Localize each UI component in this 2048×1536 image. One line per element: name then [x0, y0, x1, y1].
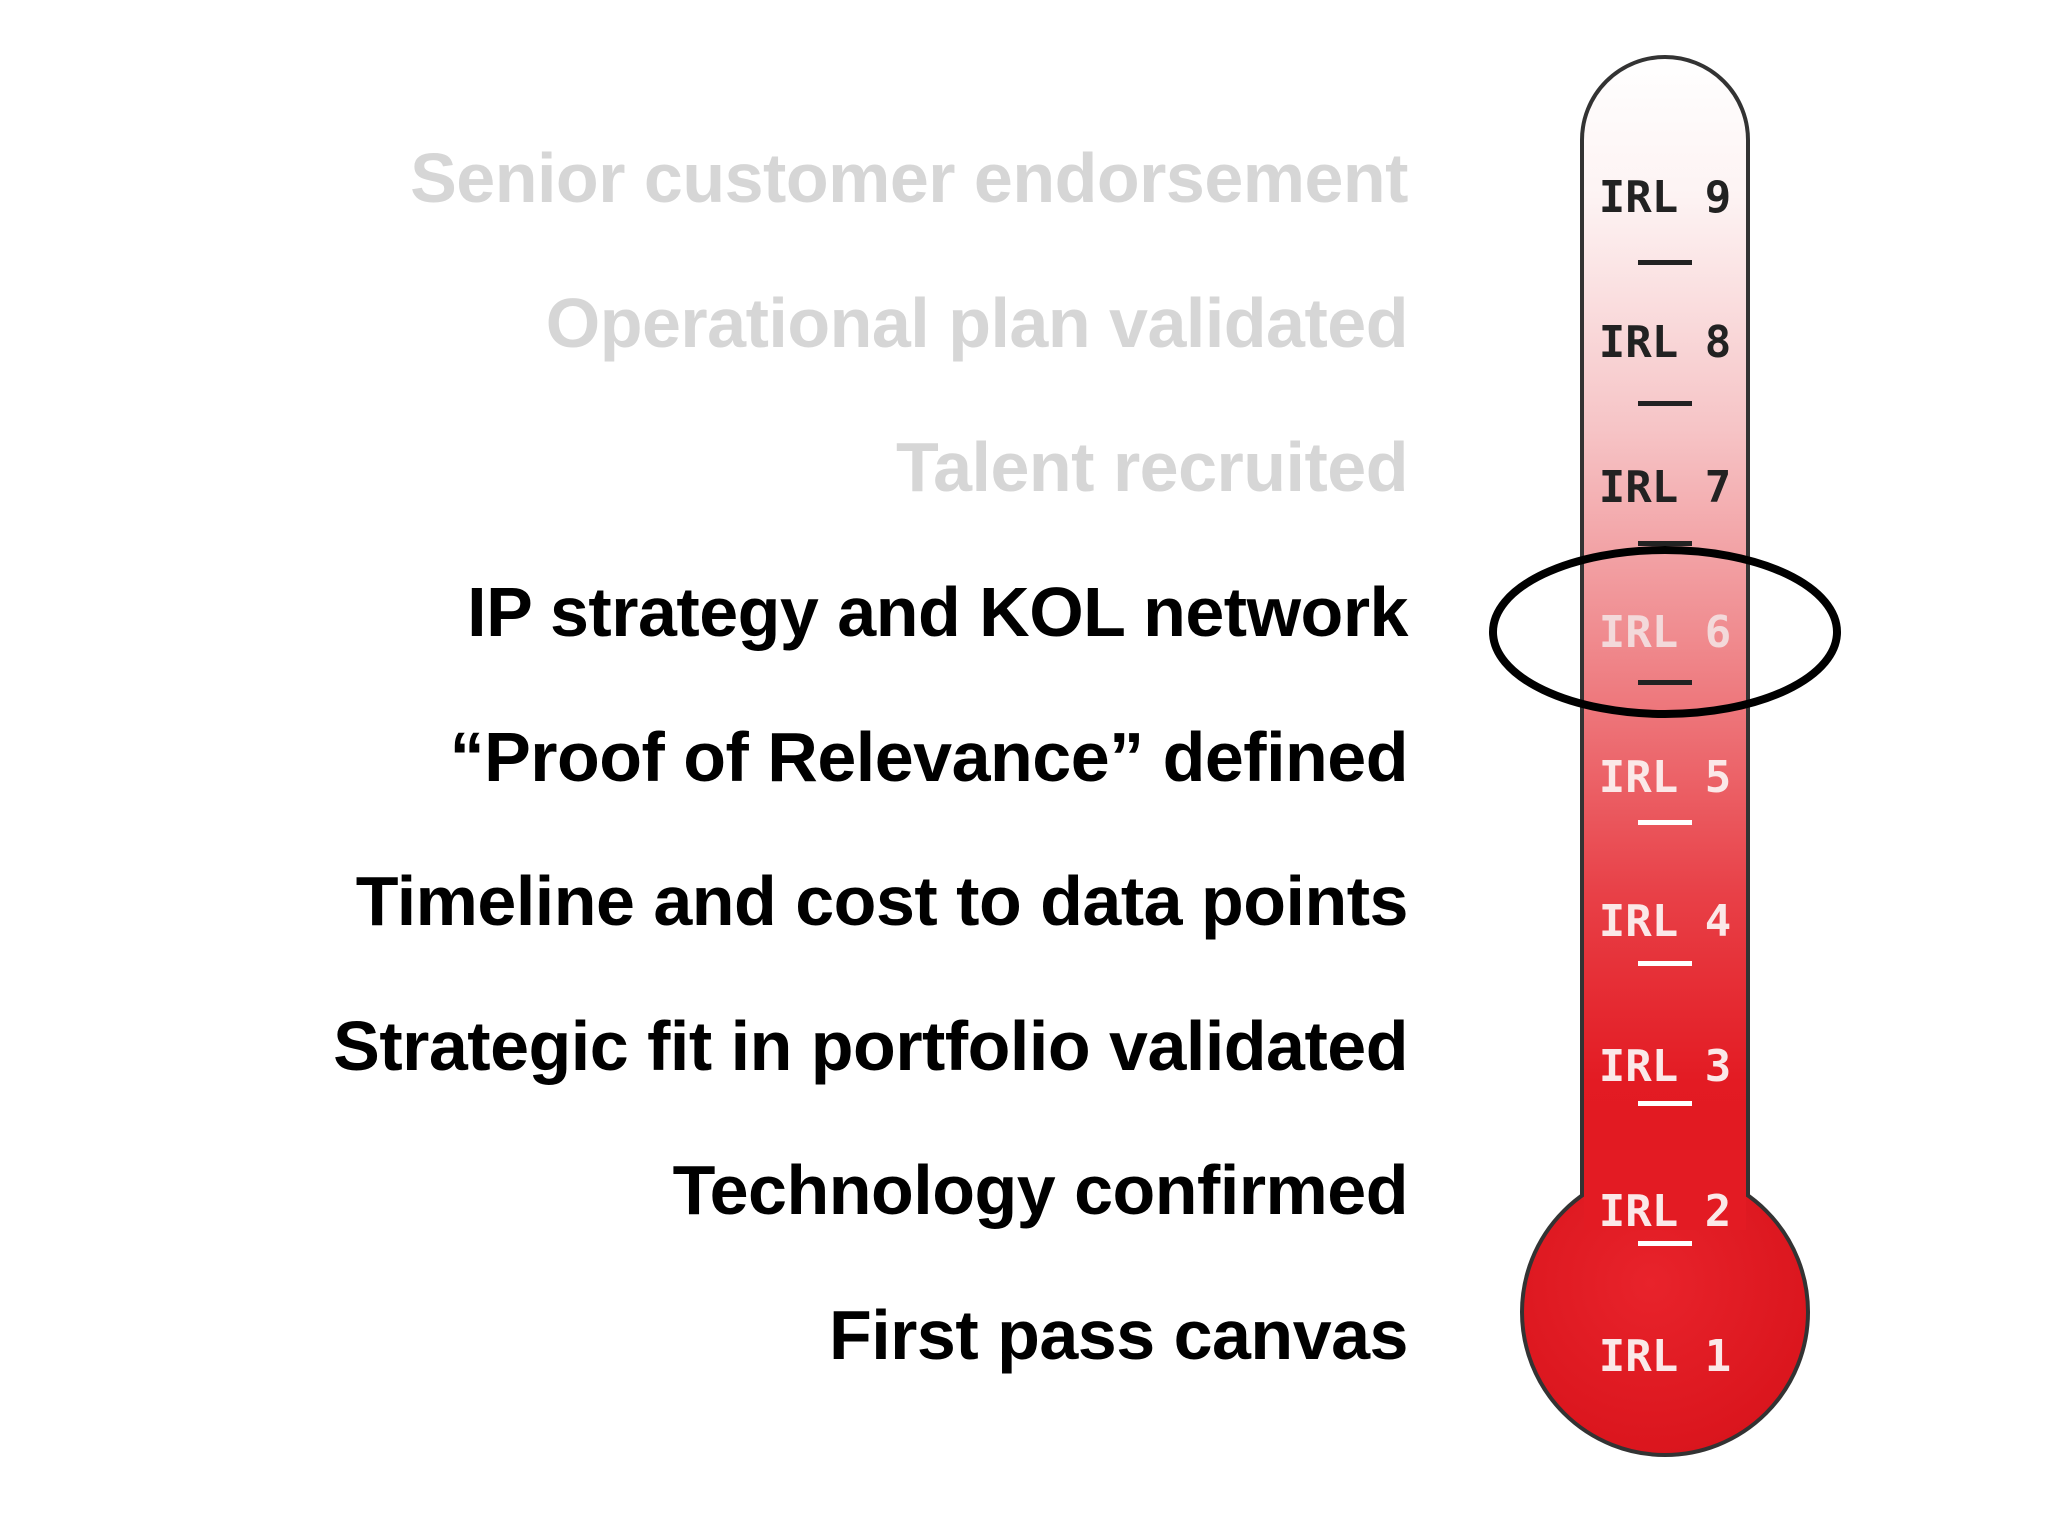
irl-4-label: IRL 4	[1599, 896, 1731, 947]
irl-2-label: IRL 2	[1599, 1186, 1731, 1237]
milestone-list: Senior customer endorsement Operational …	[333, 139, 1409, 1374]
irl-tick-4	[1638, 961, 1692, 966]
irl-tick-8	[1638, 401, 1692, 406]
milestone-strategic-fit: Strategic fit in portfolio validated	[333, 1007, 1408, 1085]
milestone-operational-plan-validated: Operational plan validated	[545, 284, 1409, 362]
irl-7-label: IRL 7	[1599, 462, 1731, 513]
milestone-technology-confirmed: Technology confirmed	[672, 1151, 1409, 1229]
milestone-ip-strategy-kol-network: IP strategy and KOL network	[467, 573, 1408, 651]
irl-tick-7	[1638, 541, 1692, 546]
irl-5-label: IRL 5	[1599, 752, 1731, 803]
milestone-talent-recruited: Talent recruited	[896, 428, 1408, 506]
milestone-proof-of-relevance: “Proof of Relevance” defined	[449, 718, 1409, 796]
irl-tick-6	[1638, 680, 1692, 685]
milestone-senior-customer-endorsement: Senior customer endorsement	[410, 139, 1408, 217]
irl-tick-3	[1638, 1101, 1692, 1106]
irl-6-label: IRL 6	[1599, 607, 1731, 658]
irl-tick-2	[1638, 1241, 1692, 1246]
milestone-timeline-and-cost: Timeline and cost to data points	[355, 862, 1409, 940]
thermometer-tube	[1580, 55, 1750, 1222]
irl-tick-9	[1638, 260, 1692, 265]
irl-1-label: IRL 1	[1599, 1331, 1731, 1382]
irl-3-label: IRL 3	[1599, 1041, 1731, 1092]
irl-9-label: IRL 9	[1599, 172, 1731, 223]
irl-tick-5	[1638, 820, 1692, 825]
irl-8-label: IRL 8	[1599, 317, 1731, 368]
highlight-ellipse	[1489, 546, 1841, 718]
milestone-first-pass-canvas: First pass canvas	[828, 1296, 1409, 1374]
